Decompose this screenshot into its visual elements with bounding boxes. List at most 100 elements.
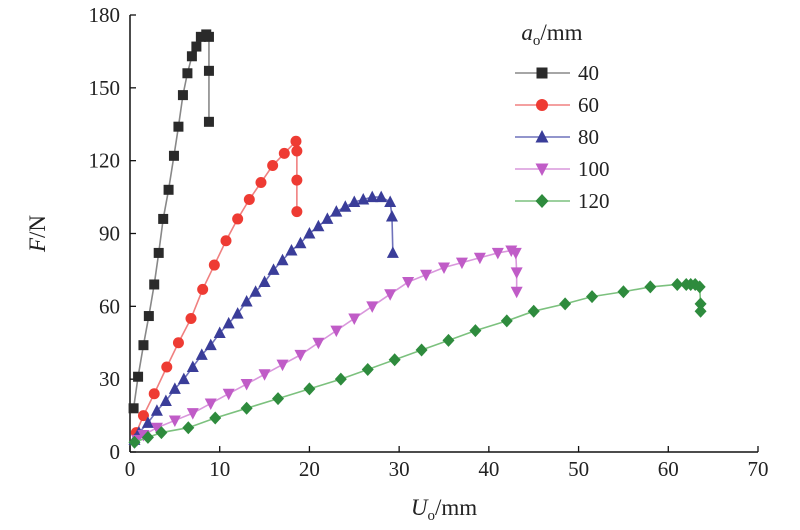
data-point <box>143 311 154 322</box>
data-point <box>442 333 455 347</box>
data-point <box>510 267 523 279</box>
data-point <box>330 325 343 338</box>
data-point <box>186 408 199 420</box>
x-axis-title-subscript: o <box>427 508 435 524</box>
data-point <box>138 340 149 351</box>
legend-item-40: 40 <box>515 61 599 85</box>
data-point <box>617 285 630 299</box>
data-point <box>455 257 468 270</box>
data-point <box>586 290 599 304</box>
x-axis-title-variable: U <box>411 495 429 520</box>
data-point <box>415 343 428 357</box>
series-group <box>128 29 707 449</box>
data-point <box>361 362 374 376</box>
legend-label: 60 <box>578 93 599 117</box>
data-point <box>312 337 325 350</box>
data-point <box>137 410 149 422</box>
data-point <box>258 275 271 288</box>
data-point <box>285 243 298 256</box>
data-point <box>204 338 217 351</box>
data-point <box>438 262 450 274</box>
legend-title-subscript: o <box>533 33 541 49</box>
data-point <box>278 147 290 159</box>
legend-item-100: 100 <box>515 157 610 181</box>
data-point <box>128 403 139 414</box>
data-point <box>168 150 179 161</box>
data-point <box>375 190 388 203</box>
data-point <box>290 135 302 147</box>
data-point <box>500 314 513 328</box>
y-tick-label: 30 <box>99 367 120 391</box>
data-point <box>527 304 540 318</box>
legend-marker <box>535 130 549 143</box>
x-tick-label: 60 <box>658 457 679 481</box>
x-axis-title: Uo/mm <box>411 495 477 524</box>
legend-title-unit: /mm <box>540 20 582 45</box>
data-point <box>357 193 370 205</box>
data-point <box>182 421 195 435</box>
data-point <box>204 398 217 410</box>
data-point <box>509 247 522 260</box>
data-point <box>291 174 303 186</box>
data-point <box>694 304 707 318</box>
data-point <box>384 195 397 207</box>
data-point <box>294 349 307 362</box>
data-point <box>158 213 169 224</box>
data-point <box>203 116 214 127</box>
x-tick-label: 0 <box>125 457 136 481</box>
x-tick-label: 10 <box>209 457 230 481</box>
data-point <box>159 394 172 407</box>
data-point <box>321 212 334 224</box>
data-point <box>303 382 316 396</box>
data-point <box>644 280 657 294</box>
legend-item-120: 120 <box>515 189 610 213</box>
data-point <box>276 253 289 266</box>
data-point <box>185 312 197 324</box>
axes: 0 10 20 30 40 50 60 70 0 30 60 90 120 150 180 Uo/mm F/N <box>25 3 769 524</box>
y-tick-label: 0 <box>110 440 121 464</box>
data-point <box>209 411 222 425</box>
data-point <box>366 301 379 313</box>
data-point <box>473 252 486 265</box>
legend-item-60: 60 <box>515 93 599 117</box>
data-point <box>161 361 173 373</box>
legend-label: 100 <box>578 157 610 181</box>
data-point <box>141 416 154 428</box>
series-80 <box>128 190 399 445</box>
data-point <box>213 326 226 339</box>
data-point <box>155 426 168 440</box>
data-point <box>203 65 214 76</box>
x-tick-label: 40 <box>478 457 499 481</box>
data-point <box>249 285 262 297</box>
data-point <box>385 210 398 222</box>
x-axis-title-unit: /mm <box>435 495 477 520</box>
data-point <box>128 435 141 449</box>
data-point <box>220 235 232 247</box>
y-axis-title-unit: /N <box>25 215 50 238</box>
data-point <box>203 31 214 42</box>
data-point <box>150 404 163 416</box>
data-point <box>182 68 193 79</box>
data-point <box>177 372 190 385</box>
data-point <box>294 236 307 249</box>
data-point <box>469 324 482 338</box>
x-tick-label: 70 <box>748 457 769 481</box>
data-point <box>208 259 220 271</box>
data-point <box>168 382 181 394</box>
data-point <box>303 227 316 239</box>
data-point <box>694 297 707 311</box>
data-point <box>255 177 267 189</box>
x-tick-label: 20 <box>299 457 320 481</box>
data-point <box>420 269 433 282</box>
data-point <box>258 369 271 381</box>
data-point <box>148 388 160 400</box>
legend-title-variable: a <box>521 20 533 45</box>
data-point <box>141 430 154 444</box>
data-point <box>191 41 202 52</box>
data-point <box>133 371 144 382</box>
data-point <box>168 415 181 427</box>
legend: ao/mm 40 60 80 100 120 <box>515 20 610 213</box>
legend-marker <box>535 194 549 208</box>
